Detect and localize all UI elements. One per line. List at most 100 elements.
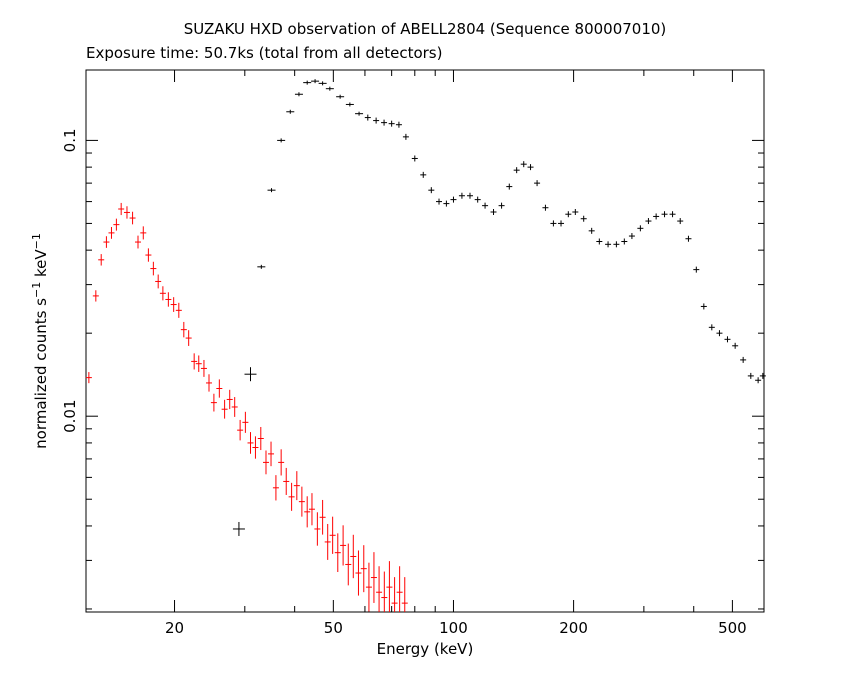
y-axis-label-mid: keV: [32, 249, 50, 282]
data-point: [732, 342, 739, 349]
data-point: [527, 164, 534, 171]
data-point: [165, 292, 172, 307]
data-point: [145, 248, 152, 262]
data-point: [759, 372, 766, 379]
data-point: [180, 321, 187, 338]
series-red: [85, 202, 408, 612]
data-point: [268, 441, 275, 467]
data-point: [381, 119, 388, 126]
data-point: [103, 236, 110, 248]
data-point: [311, 79, 320, 84]
data-point: [365, 562, 372, 612]
data-point: [108, 226, 115, 239]
data-point: [242, 411, 249, 433]
y-axis-label-main: normalized counts s: [32, 298, 50, 449]
data-point: [466, 192, 473, 199]
data-point: [318, 81, 327, 86]
data-point: [314, 512, 321, 546]
data-point: [324, 523, 331, 560]
data-point: [308, 493, 315, 526]
x-tick-label: 50: [324, 619, 343, 637]
data-point: [123, 206, 130, 219]
data-point: [386, 561, 393, 612]
data-point: [267, 188, 276, 193]
data-point: [498, 202, 505, 209]
data-point: [458, 192, 465, 199]
data-point: [661, 211, 668, 218]
data-point: [388, 120, 395, 127]
x-tick-label: 200: [559, 619, 588, 637]
data-point: [550, 220, 557, 227]
series-black: [232, 79, 766, 536]
data-point: [329, 516, 336, 554]
data-point: [740, 356, 747, 363]
data-point: [232, 521, 245, 536]
data-point: [319, 499, 326, 535]
data-point: [288, 482, 295, 511]
data-point: [381, 571, 388, 612]
data-point: [129, 211, 136, 225]
data-point: [205, 374, 212, 392]
data-point: [450, 196, 457, 203]
data-point: [355, 550, 362, 596]
data-point: [628, 233, 635, 240]
data-point: [693, 266, 700, 273]
data-point: [155, 274, 162, 289]
data-point: [482, 202, 489, 209]
plot-frame: [85, 69, 765, 613]
data-point: [247, 432, 254, 454]
chart-title: SUZAKU HXD observation of ABELL2804 (Seq…: [183, 20, 667, 38]
data-point: [376, 566, 383, 612]
data-point: [113, 218, 120, 231]
data-point: [724, 336, 731, 343]
data-point: [298, 486, 305, 517]
x-tick-label: 100: [439, 619, 468, 637]
x-tick-label: 20: [165, 619, 184, 637]
data-point: [135, 235, 142, 249]
data-point: [345, 102, 354, 107]
data-point: [294, 92, 303, 97]
data-point: [420, 171, 427, 178]
data-point: [272, 475, 279, 501]
data-point: [185, 330, 192, 346]
x-tick-label: 500: [718, 619, 747, 637]
data-point: [708, 324, 715, 331]
data-point: [231, 397, 238, 417]
data-point: [542, 204, 549, 211]
x-axis-label: Energy (keV): [377, 640, 474, 658]
data-point: [159, 286, 166, 301]
data-point: [278, 449, 285, 476]
data-point: [244, 367, 257, 382]
data-point: [645, 218, 652, 225]
data-point: [685, 235, 692, 242]
data-point: [613, 241, 620, 248]
chart-subtitle: Exposure time: 50.7ks (total from all de…: [86, 44, 443, 62]
data-point: [513, 167, 520, 174]
data-point: [565, 211, 572, 218]
data-point: [588, 227, 595, 234]
data-point: [277, 138, 286, 143]
data-point: [747, 372, 754, 379]
data-point: [191, 353, 198, 370]
axis-ticks: [86, 70, 765, 612]
data-point: [364, 114, 371, 121]
data-point: [669, 211, 676, 218]
data-point: [98, 254, 105, 266]
data-point: [474, 196, 481, 203]
data-point: [395, 121, 402, 128]
data-point: [755, 377, 762, 384]
data-point: [637, 225, 644, 232]
data-point: [257, 426, 264, 451]
data-point: [303, 80, 312, 85]
data-point: [520, 161, 527, 168]
y-tick-label: 0.1: [61, 128, 79, 152]
data-point: [118, 202, 125, 216]
data-point: [350, 534, 357, 579]
data-point: [293, 471, 300, 501]
data-point: [428, 187, 435, 194]
data-point: [572, 209, 579, 216]
data-point: [325, 86, 334, 91]
data-point: [411, 155, 418, 162]
y-axis-label-sup1: −1: [30, 282, 43, 298]
